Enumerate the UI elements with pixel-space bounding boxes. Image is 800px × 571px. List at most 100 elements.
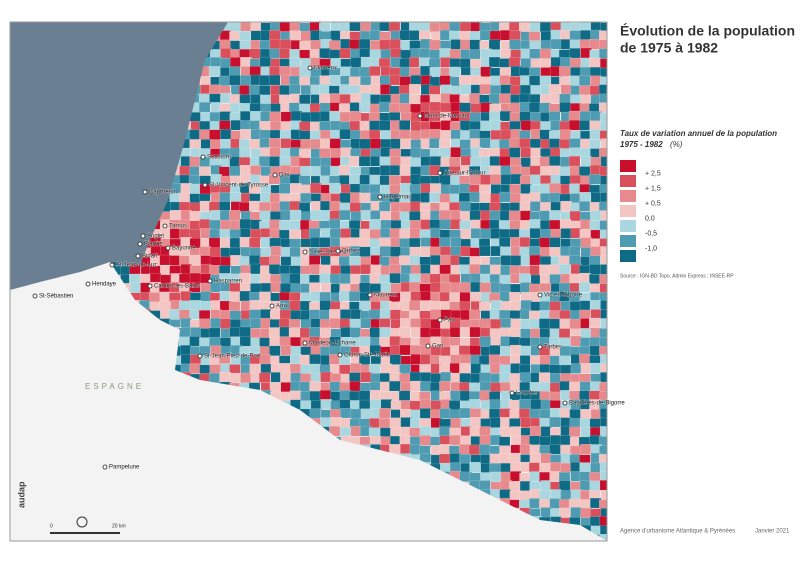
commune	[240, 75, 252, 86]
scale-label: 20 km	[112, 523, 126, 529]
commune	[599, 220, 607, 231]
commune	[590, 75, 602, 86]
commune	[528, 102, 541, 113]
commune	[250, 318, 262, 329]
commune	[310, 138, 322, 150]
commune	[149, 301, 161, 312]
place-label: Aire-sur-l'Adour	[444, 171, 486, 177]
commune	[538, 372, 551, 383]
commune	[420, 300, 432, 311]
country-label: ESPAGNE	[85, 382, 144, 391]
commune	[350, 57, 362, 68]
commune	[488, 56, 501, 68]
commune	[300, 192, 312, 204]
commune	[519, 372, 531, 383]
commune	[278, 363, 291, 374]
commune	[320, 399, 332, 410]
place-label: Bidart	[142, 254, 158, 260]
place-dot	[562, 400, 568, 406]
commune	[409, 57, 421, 68]
commune	[549, 301, 561, 312]
commune	[570, 335, 582, 347]
commune	[420, 237, 432, 248]
commune	[549, 407, 562, 419]
commune	[529, 452, 541, 464]
commune	[319, 237, 331, 248]
commune	[560, 228, 572, 239]
commune	[438, 426, 451, 437]
commune	[449, 327, 462, 338]
commune	[539, 436, 551, 447]
commune	[549, 444, 561, 455]
commune	[469, 291, 482, 303]
commune	[500, 84, 512, 95]
commune	[178, 300, 191, 312]
commune	[500, 129, 512, 141]
commune	[559, 507, 571, 519]
commune	[489, 328, 502, 339]
commune	[359, 282, 371, 293]
commune	[270, 372, 282, 383]
commune	[309, 354, 321, 365]
commune	[539, 264, 551, 275]
commune	[380, 130, 392, 141]
commune	[268, 264, 281, 275]
commune	[239, 31, 251, 42]
commune	[189, 193, 201, 204]
commune	[599, 229, 607, 240]
commune	[239, 326, 251, 338]
commune	[378, 101, 391, 113]
commune	[579, 201, 591, 212]
place-label: Oloron-Ste-Marie	[344, 353, 391, 359]
commune	[348, 174, 361, 185]
commune	[240, 111, 252, 122]
commune	[379, 39, 391, 51]
commune	[370, 210, 382, 221]
commune	[398, 129, 411, 141]
commune	[349, 255, 361, 267]
commune	[568, 156, 581, 167]
place-label: Hendaye	[92, 282, 117, 288]
commune	[469, 49, 481, 60]
commune	[559, 355, 571, 366]
commune	[559, 381, 571, 392]
commune	[599, 39, 607, 51]
commune	[369, 138, 382, 149]
place-dot	[207, 278, 213, 284]
commune	[389, 417, 402, 428]
commune	[379, 246, 391, 257]
commune	[389, 74, 402, 86]
commune	[510, 255, 522, 266]
commune	[420, 210, 432, 221]
commune	[569, 318, 581, 330]
commune	[479, 318, 491, 329]
commune	[490, 318, 502, 330]
commune	[390, 309, 402, 320]
commune	[389, 354, 402, 365]
commune	[269, 156, 281, 167]
commune	[269, 219, 281, 230]
commune	[400, 443, 412, 455]
commune	[559, 102, 571, 113]
commune	[320, 138, 332, 149]
commune	[209, 111, 221, 123]
commune	[289, 300, 301, 311]
place-dot	[142, 189, 148, 195]
commune	[529, 138, 542, 150]
commune	[249, 139, 261, 150]
commune	[489, 30, 502, 42]
commune	[400, 291, 412, 302]
commune	[529, 426, 542, 437]
commune	[189, 139, 201, 150]
place-label: Pau	[444, 318, 455, 324]
commune	[469, 426, 481, 438]
commune	[240, 372, 252, 384]
place-dot	[377, 194, 383, 200]
commune	[238, 256, 251, 267]
commune	[180, 345, 192, 356]
commune	[189, 336, 201, 347]
commune	[269, 111, 281, 122]
commune	[508, 22, 521, 32]
commune	[259, 201, 271, 213]
commune	[408, 94, 421, 105]
